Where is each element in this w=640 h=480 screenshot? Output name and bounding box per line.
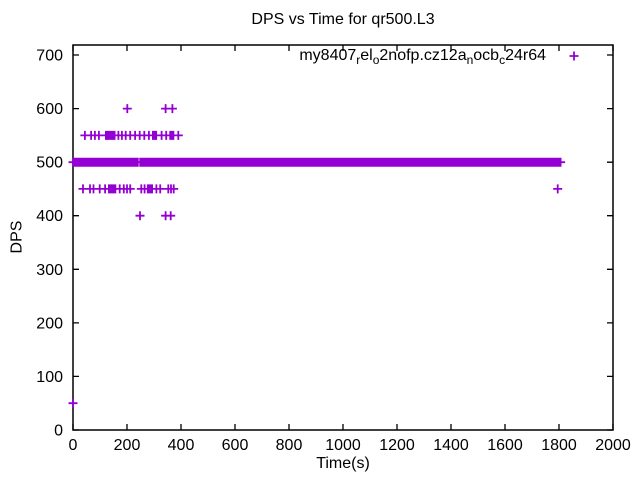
x-tick-label: 1000	[325, 437, 361, 454]
y-tick-label: 0	[54, 423, 63, 440]
x-tick-label: 2000	[595, 437, 631, 454]
x-tick-label: 0	[69, 437, 78, 454]
legend-label-segment: el	[360, 47, 373, 64]
legend-label-segment: 24r64	[505, 47, 546, 64]
x-tick-label: 1200	[379, 437, 415, 454]
legend-marker-icon	[569, 51, 579, 61]
y-tick-label: 300	[36, 262, 63, 279]
legend-label-subscript: n	[466, 53, 474, 68]
x-tick-label: 600	[222, 437, 249, 454]
y-tick-label: 400	[36, 208, 63, 225]
legend-label-subscript: c	[499, 53, 506, 68]
axis-ticks	[72, 45, 614, 431]
x-tick-label: 1600	[487, 437, 523, 454]
legend-label-segment: ocb	[473, 47, 500, 64]
x-tick-label: 800	[276, 437, 303, 454]
y-tick-label: 600	[36, 101, 63, 118]
x-tick-label: 200	[114, 437, 141, 454]
legend-label-subscript: o	[372, 53, 380, 68]
x-axis-title: Time(s)	[316, 455, 370, 472]
x-tick-label: 1800	[541, 437, 577, 454]
legend-label-subscript: r	[356, 53, 361, 68]
x-tick-label: 400	[168, 437, 195, 454]
legend-label-segment: my8407	[299, 47, 357, 64]
y-tick-label: 500	[36, 155, 63, 172]
data-points	[68, 104, 566, 408]
legend-label: my8407relo2nofp.cz12anocbc24r64	[299, 47, 546, 68]
y-tick-label: 200	[36, 315, 63, 332]
plot-border	[72, 44, 614, 431]
legend-label-segment: 2nofp.cz12a	[379, 47, 467, 64]
tick-labels: 0 200 400 600 800 1000 1200 1400 1600 1800 2000 0 10…	[36, 48, 631, 455]
y-tick-label: 700	[36, 48, 63, 65]
y-tick-label: 100	[36, 369, 63, 386]
x-tick-label: 1400	[433, 437, 469, 454]
y-axis-title-text: DPS	[8, 220, 26, 254]
chart-title: DPS vs Time for qr500.L3	[251, 11, 435, 28]
